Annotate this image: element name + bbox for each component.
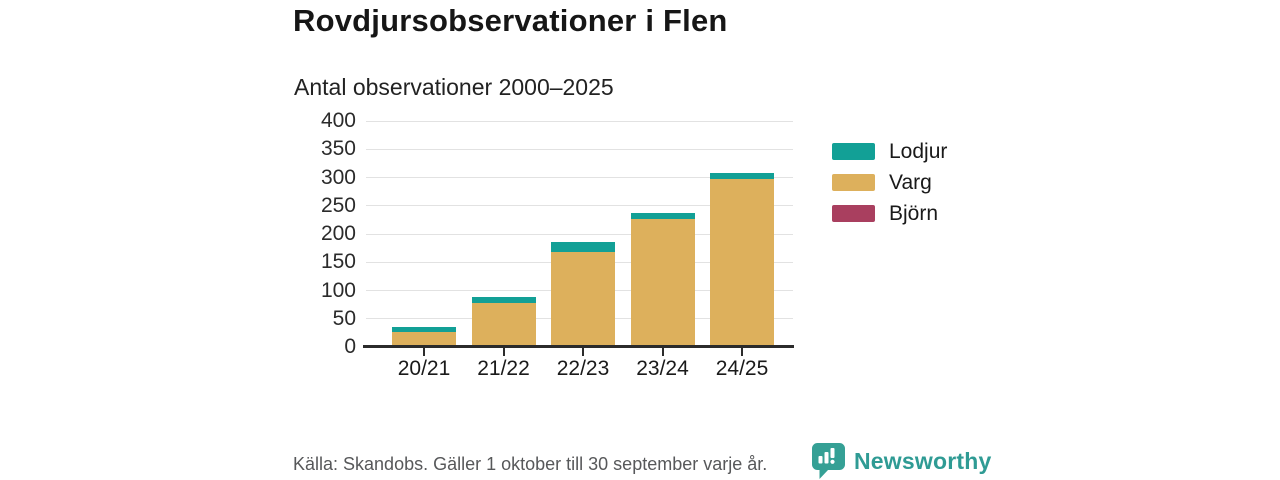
- y-axis-tick-label: 400: [320, 109, 356, 132]
- chart-title: Rovdjursobservationer i Flen: [293, 3, 728, 38]
- bar-segment-lodjur: [551, 241, 615, 253]
- x-axis-tick-label: 21/22: [477, 357, 530, 380]
- bar-segment-varg: [392, 331, 456, 347]
- brand-name: Newsworthy: [854, 447, 992, 474]
- x-axis-tick: [502, 348, 505, 356]
- gridline: [366, 120, 793, 122]
- legend-label: Lodjur: [889, 139, 948, 163]
- x-axis-tick-label: 23/24: [636, 357, 689, 380]
- bar-segment-varg: [471, 302, 536, 347]
- y-axis-tick-label: 300: [320, 165, 356, 189]
- y-axis-tick-label: 350: [320, 137, 356, 161]
- x-axis-tick-label: 22/23: [556, 357, 610, 380]
- source-note: Källa: Skandobs. Gäller 1 oktober till 3…: [293, 454, 768, 474]
- bar-segment-varg: [710, 178, 774, 347]
- gridline: [366, 233, 793, 235]
- x-axis-tick: [582, 348, 584, 356]
- legend-label: Björn: [889, 201, 939, 225]
- y-axis-tick-label: 150: [320, 250, 356, 274]
- y-axis-tick-label: 250: [320, 193, 356, 217]
- legend: Lodjur Varg Björn: [832, 140, 947, 236]
- chart-subtitle: Antal observationer 2000–2025: [294, 74, 614, 100]
- bar-segment-lodjur: [630, 212, 695, 220]
- plot-area: [366, 120, 793, 347]
- legend-item: Varg: [832, 171, 947, 194]
- legend-swatch: [832, 205, 875, 222]
- legend-label: Varg: [889, 170, 932, 194]
- x-axis-tick-label: 24/25: [715, 357, 769, 380]
- newsworthy-logo: Newsworthy: [812, 443, 991, 479]
- gridline: [366, 177, 793, 178]
- x-axis-tick: [423, 348, 425, 356]
- x-axis-tick: [661, 348, 664, 356]
- legend-item: Björn: [832, 202, 947, 225]
- y-axis-tick-label: 50: [332, 306, 356, 330]
- x-axis-line: [363, 345, 794, 348]
- bar-segment-lodjur: [471, 297, 536, 303]
- bar-segment-lodjur: [710, 173, 774, 179]
- gridline: [366, 148, 793, 150]
- legend-swatch: [832, 174, 875, 191]
- y-axis-tick-label: 100: [320, 278, 356, 302]
- gridline: [366, 205, 793, 207]
- x-axis-tick-label: 20/21: [397, 357, 451, 380]
- newsworthy-chart-bubble-icon: [812, 443, 845, 479]
- legend-item: Lodjur: [832, 140, 947, 163]
- y-axis-tick-label: 200: [320, 222, 356, 245]
- bar-segment-varg: [551, 252, 615, 347]
- legend-swatch: [832, 143, 875, 160]
- bar-segment-varg: [630, 219, 695, 347]
- x-axis-tick: [741, 348, 743, 356]
- y-axis-tick-label: 0: [344, 335, 356, 358]
- bar-segment-lodjur: [392, 327, 456, 332]
